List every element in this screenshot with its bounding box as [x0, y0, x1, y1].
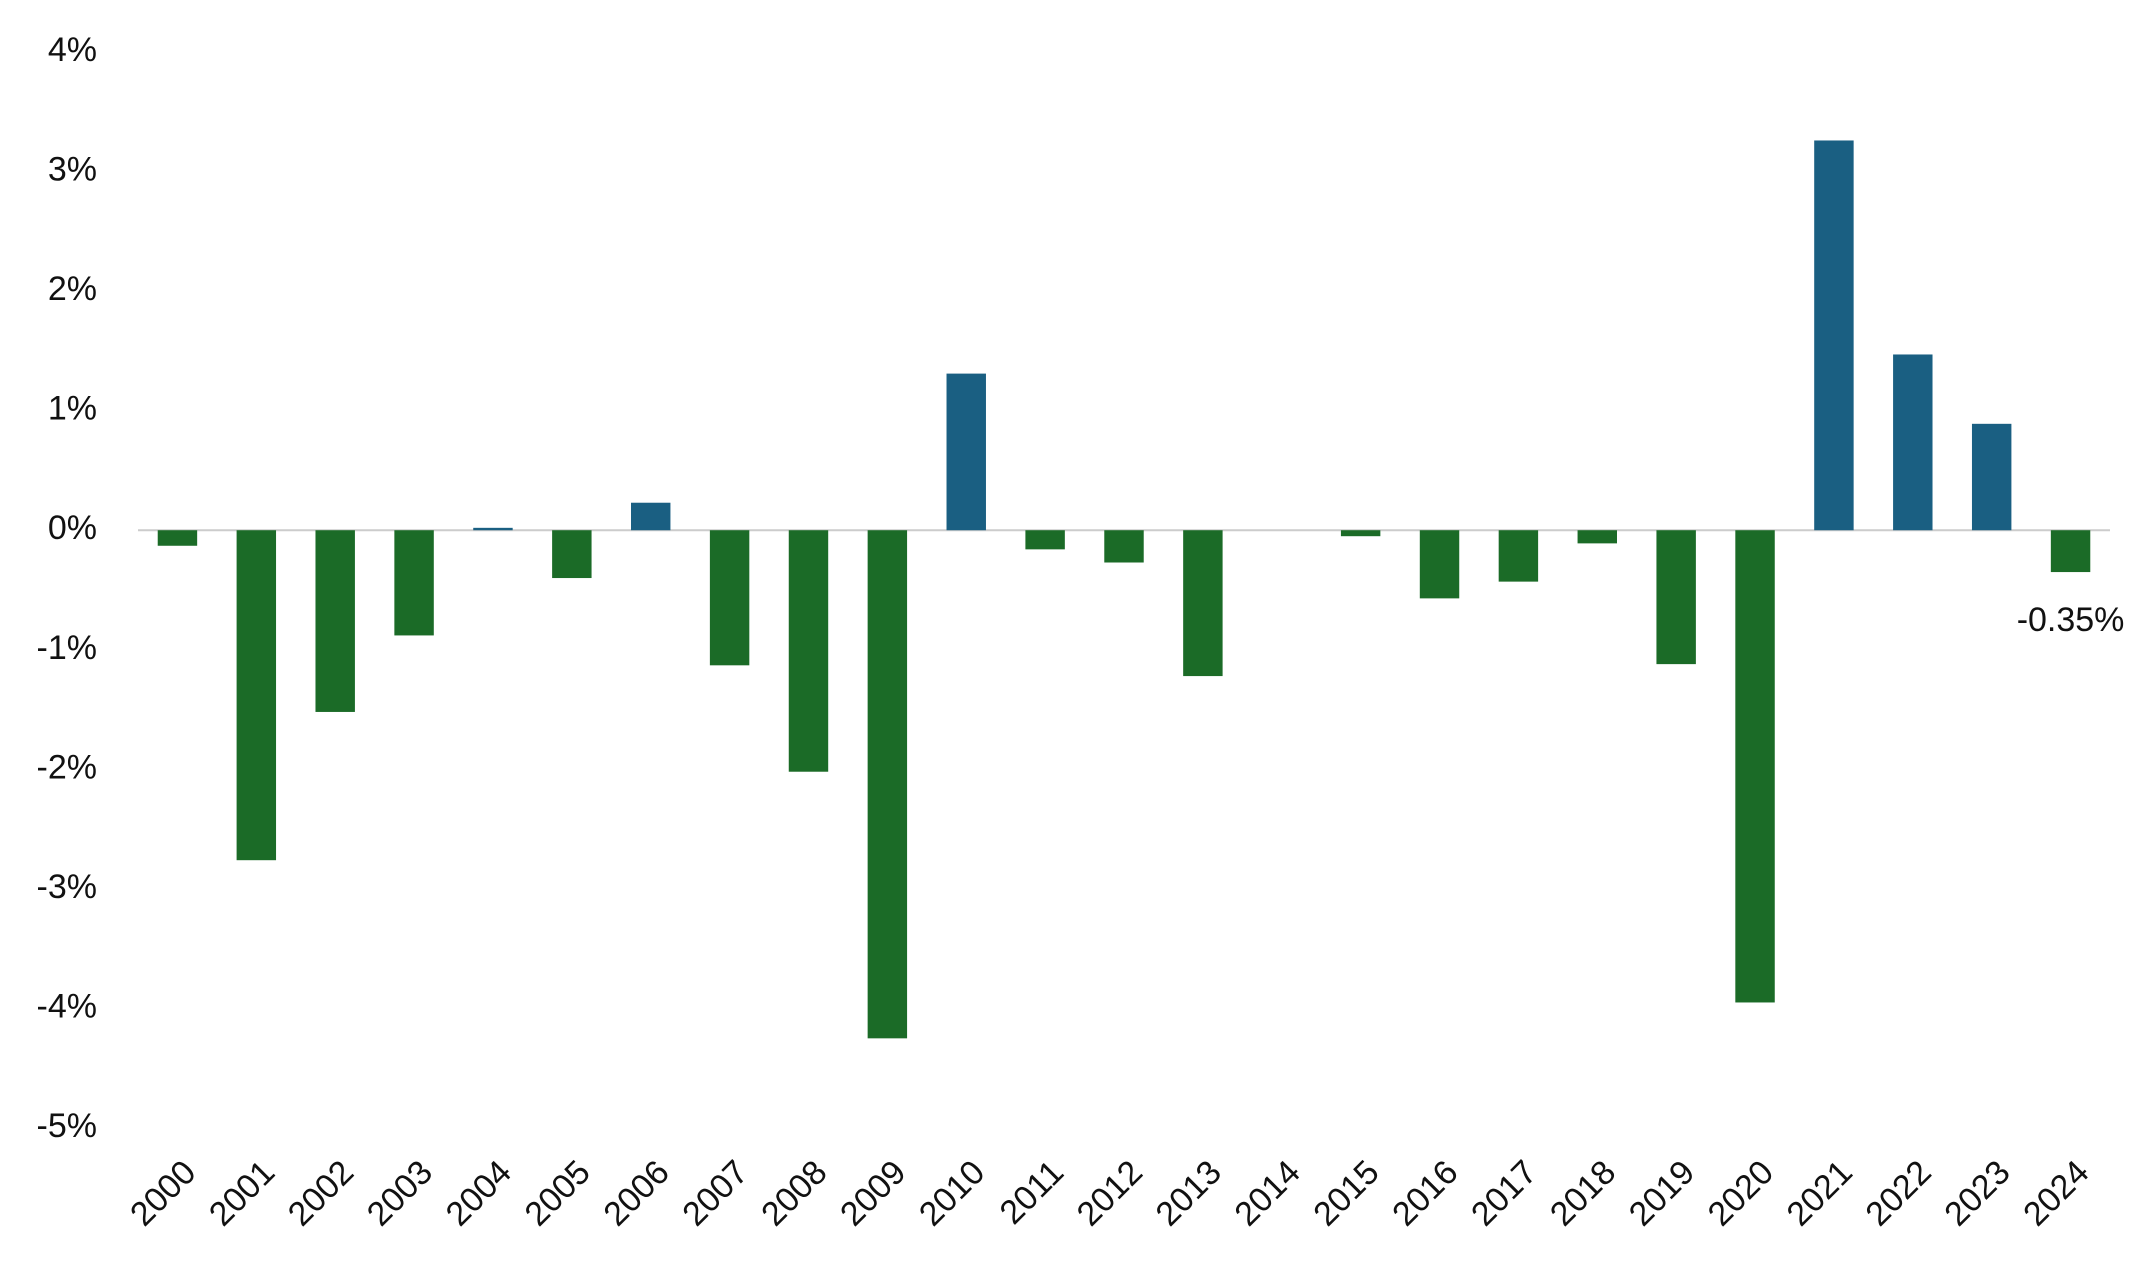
x-tick-label: 2020	[1701, 1153, 1781, 1233]
x-tick-label: 2022	[1858, 1153, 1938, 1233]
x-tick-label: 2013	[1149, 1153, 1229, 1233]
x-tick-label: 2016	[1385, 1153, 1465, 1233]
x-tick-label: 2011	[993, 1153, 1072, 1232]
bar	[315, 530, 355, 712]
x-tick-label: 2004	[439, 1153, 519, 1233]
bar	[552, 530, 592, 579]
bar	[157, 530, 198, 546]
y-tick-label: 2%	[48, 270, 97, 308]
value-label: -0.35%	[2017, 601, 2125, 639]
bar	[709, 530, 750, 666]
x-tick-label: 2005	[517, 1153, 597, 1233]
x-tick-label: 2006	[596, 1153, 676, 1233]
bar	[1971, 423, 2012, 531]
bar	[236, 530, 277, 861]
y-tick-label: -3%	[37, 868, 97, 906]
y-tick-label: 0%	[48, 509, 97, 547]
y-tick-label: -1%	[37, 629, 97, 667]
y-tick-label: -4%	[37, 987, 97, 1025]
bar	[631, 502, 671, 531]
bar	[1025, 530, 1065, 550]
bar	[788, 530, 829, 772]
x-tick-label: 2019	[1622, 1153, 1702, 1233]
x-tick-label: 2009	[833, 1153, 913, 1233]
x-tick-label: 2012	[1070, 1153, 1150, 1233]
bar	[1656, 530, 1696, 665]
bar	[867, 530, 908, 1039]
x-tick-label: 2001	[202, 1153, 282, 1233]
x-tick-label: 2023	[1937, 1153, 2017, 1233]
y-tick-label: 1%	[48, 390, 97, 428]
x-tick-label: 2010	[912, 1153, 992, 1233]
bar	[1340, 530, 1381, 537]
bar	[1893, 354, 1933, 531]
y-tick-label: -2%	[37, 748, 97, 786]
bar	[1577, 530, 1617, 544]
bar	[473, 527, 513, 531]
x-tick-label: 2007	[675, 1153, 755, 1233]
x-tick-label: 2021	[1780, 1153, 1860, 1233]
bar	[1104, 530, 1144, 563]
y-tick-label: 4%	[48, 31, 97, 69]
bar	[946, 373, 986, 531]
x-tick-label: 2003	[360, 1153, 440, 1233]
x-tick-label: 2017	[1464, 1153, 1544, 1233]
bar	[394, 530, 434, 636]
bar	[1183, 530, 1223, 677]
x-tick-label: 2015	[1306, 1153, 1386, 1233]
bar	[2050, 530, 2091, 573]
y-tick-label: 3%	[48, 151, 97, 189]
x-tick-label: 2002	[281, 1153, 361, 1233]
x-tick-label: 2018	[1543, 1153, 1623, 1233]
bar	[1419, 530, 1460, 599]
x-tick-label: 2024	[2016, 1153, 2096, 1233]
bar	[1498, 530, 1539, 582]
x-tick-label: 2000	[123, 1153, 203, 1233]
bar	[1814, 140, 1854, 531]
y-tick-label: -5%	[37, 1107, 97, 1145]
x-tick-label: 2014	[1227, 1153, 1307, 1233]
bar	[1735, 530, 1775, 1003]
x-tick-label: 2008	[754, 1153, 834, 1233]
